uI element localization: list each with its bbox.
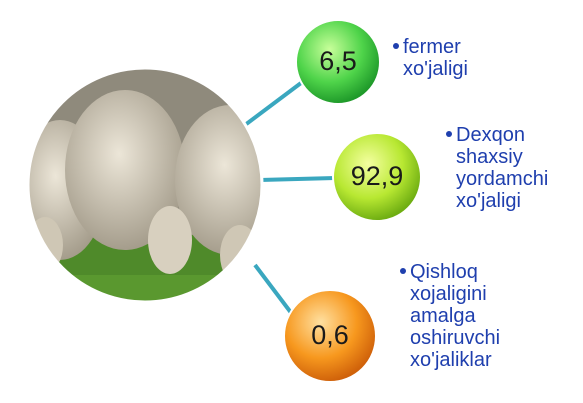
label-line: amalga	[410, 305, 476, 327]
label-line: Qishloq	[410, 261, 478, 283]
bullet	[393, 43, 399, 49]
bullet	[400, 268, 406, 274]
infographic: 6,5 92,9 0,6 fermerxo'jaligiDexqonshaxsi…	[0, 0, 583, 403]
label-line: xojaligini	[410, 283, 487, 305]
label-line: xo'jaligi	[456, 190, 521, 212]
value: 92,9	[351, 161, 404, 191]
label-line: oshiruvchi	[410, 327, 500, 349]
label-line: fermer	[403, 36, 461, 58]
label-line: Dexqon	[456, 124, 525, 146]
value: 0,6	[311, 320, 349, 350]
value: 6,5	[319, 46, 357, 76]
labels: fermerxo'jaligiDexqonshaxsiyyordamchixo'…	[393, 36, 548, 371]
label-line: shaxsiy	[456, 146, 523, 168]
label-line: xo'jaligi	[403, 58, 468, 80]
label-line: xo'jaliklar	[410, 349, 492, 371]
sheep-photo	[15, 60, 285, 325]
label-line: yordamchi	[456, 168, 548, 190]
bullet	[446, 131, 452, 137]
